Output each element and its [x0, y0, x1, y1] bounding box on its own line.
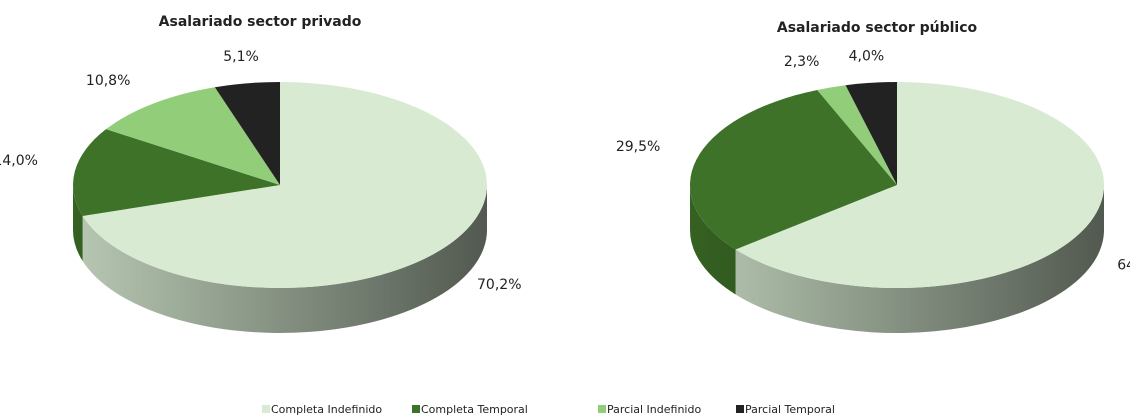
value-label: 64,3%: [1117, 258, 1130, 274]
pie-slice: [689, 89, 897, 250]
chart-title: Asalariado sector público: [777, 20, 978, 36]
pie-side: [735, 185, 1104, 334]
chart-title: Asalariado sector privado: [159, 14, 362, 30]
value-label: 5,1%: [223, 49, 259, 65]
legend-swatch: [736, 405, 744, 413]
value-label: 4,0%: [849, 48, 885, 64]
pie-slice: [82, 82, 487, 288]
pie-slice: [214, 82, 280, 185]
legend-label: Completa Temporal: [421, 403, 528, 416]
pie-slice: [845, 82, 897, 185]
value-label: 14,0%: [0, 153, 38, 169]
pie-slice: [72, 129, 280, 217]
legend-swatch: [598, 405, 606, 413]
pie-slice: [817, 85, 897, 185]
value-label: 2,3%: [784, 54, 820, 70]
legend-label: Parcial Temporal: [745, 403, 835, 416]
pie-slice: [106, 87, 280, 185]
pie-slice: [735, 82, 1104, 288]
legend-swatch: [412, 405, 420, 413]
legend-label: Completa Indefinido: [271, 403, 382, 416]
pie-side: [73, 185, 83, 262]
pie-side: [82, 185, 488, 334]
legend-swatch: [262, 405, 270, 413]
value-label: 29,5%: [616, 139, 660, 155]
pie-side: [689, 185, 736, 295]
value-label: 10,8%: [86, 73, 130, 89]
legend-label: Parcial Indefinido: [607, 403, 701, 416]
value-label: 70,2%: [477, 277, 521, 293]
